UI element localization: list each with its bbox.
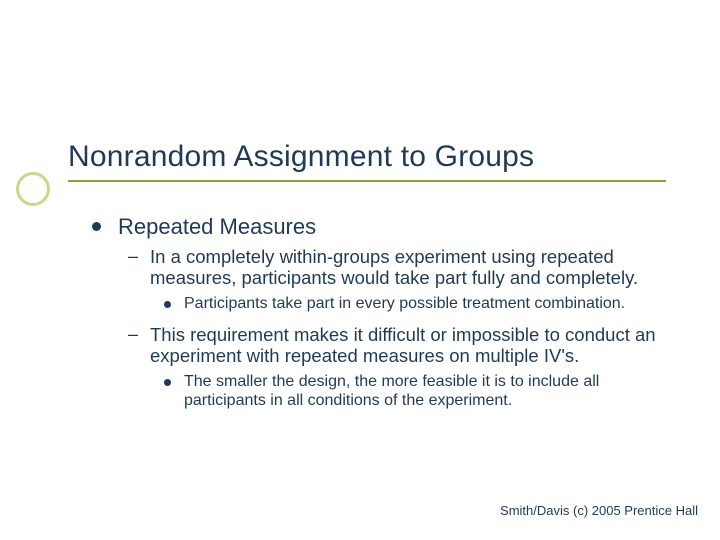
footer-attribution: Smith/Davis (c) 2005 Prentice Hall	[500, 503, 698, 518]
bullet-lvl1: Repeated Measures In a completely within…	[92, 214, 672, 410]
content-area: Repeated Measures In a completely within…	[92, 214, 672, 420]
bullet-list-lvl1: Repeated Measures In a completely within…	[92, 214, 672, 410]
bullet-text: This requirement makes it difficult or i…	[150, 324, 656, 366]
decorative-ring	[16, 172, 50, 206]
bullet-lvl3: The smaller the design, the more feasibl…	[164, 373, 672, 411]
bullet-lvl3: Participants take part in every possible…	[164, 295, 672, 314]
bullet-text: In a completely within-groups experiment…	[150, 246, 638, 288]
bullet-lvl2: This requirement makes it difficult or i…	[128, 324, 672, 411]
bullet-lvl2: In a completely within-groups experiment…	[128, 246, 672, 314]
title-underline	[68, 180, 666, 182]
bullet-text: Repeated Measures	[118, 214, 316, 239]
slide: Nonrandom Assignment to Groups Repeated …	[0, 0, 720, 540]
bullet-list-lvl3: The smaller the design, the more feasibl…	[150, 373, 672, 411]
bullet-text: The smaller the design, the more feasibl…	[184, 373, 599, 409]
slide-title: Nonrandom Assignment to Groups	[68, 140, 688, 174]
bullet-list-lvl3: Participants take part in every possible…	[150, 295, 672, 314]
bullet-list-lvl2: In a completely within-groups experiment…	[118, 246, 672, 410]
bullet-text: Participants take part in every possible…	[184, 295, 625, 312]
title-block: Nonrandom Assignment to Groups	[68, 140, 688, 182]
